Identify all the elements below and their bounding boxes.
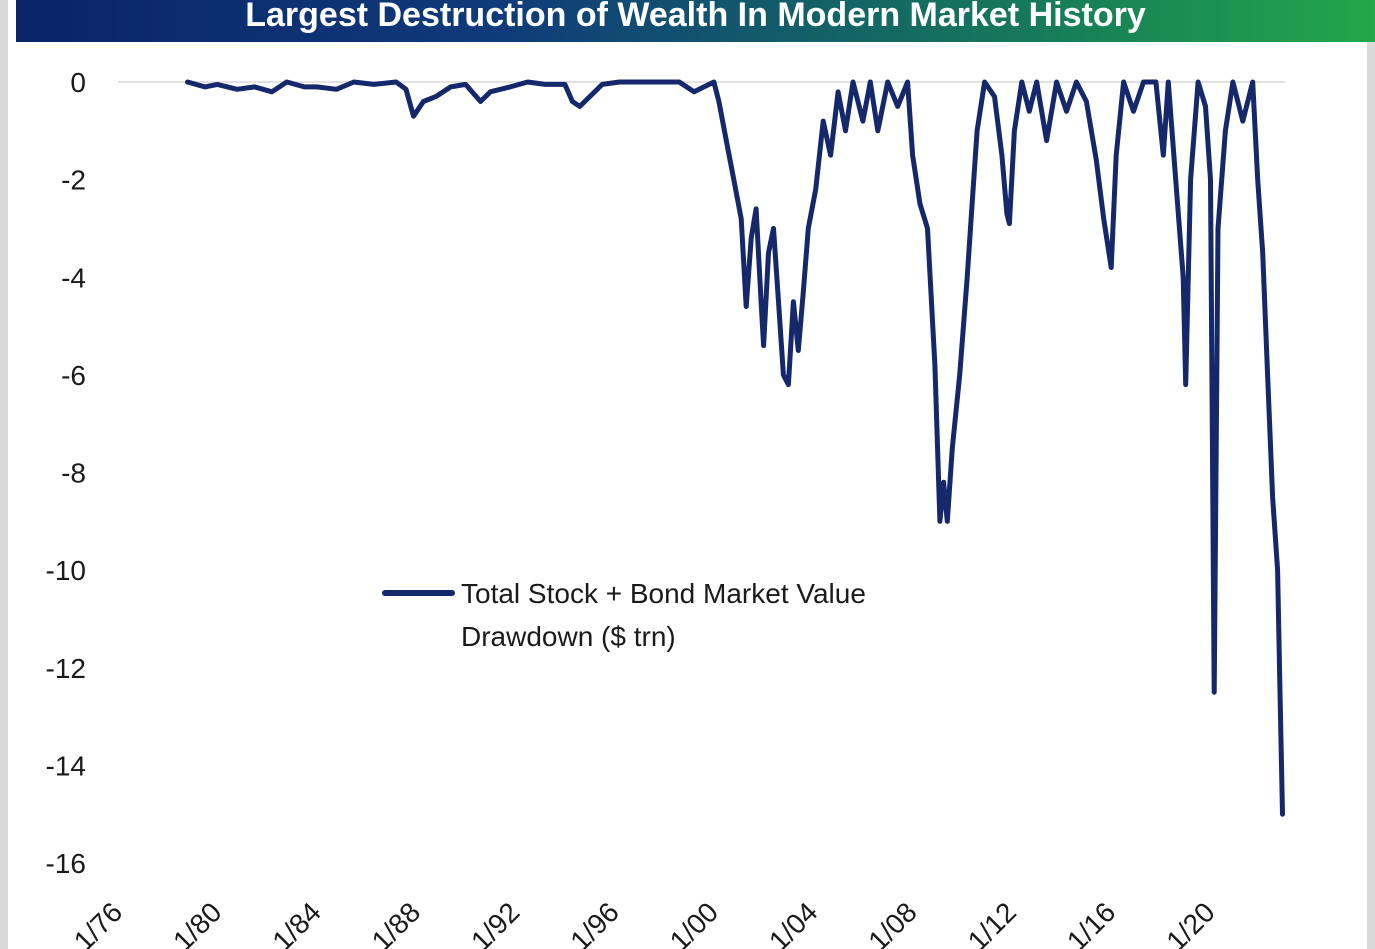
- y-tick-label: 0: [70, 67, 86, 98]
- chart-title: Largest Destruction of Wealth In Modern …: [16, 0, 1375, 42]
- y-tick-label: -16: [46, 848, 86, 879]
- x-tick-label: 1/76: [68, 896, 128, 949]
- x-tick-label: 1/92: [465, 896, 525, 949]
- x-tick-label: 1/04: [763, 896, 823, 949]
- x-tick-label: 1/00: [664, 896, 724, 949]
- y-tick-label: -14: [46, 750, 86, 781]
- y-tick-label: -4: [61, 262, 86, 293]
- y-tick-label: -8: [61, 458, 86, 489]
- y-tick-label: -12: [46, 653, 86, 684]
- x-tick-label: 1/80: [167, 896, 227, 949]
- x-tick-label: 1/12: [962, 896, 1022, 949]
- x-tick-label: 1/08: [862, 896, 922, 949]
- x-tick-label: 1/88: [366, 896, 426, 949]
- series-line: [185, 79, 1285, 817]
- y-tick-label: -6: [61, 360, 86, 391]
- x-tick-label: 1/20: [1160, 896, 1220, 949]
- x-tick-label: 1/16: [1061, 896, 1121, 949]
- x-tick-label: 1/96: [564, 896, 624, 949]
- chart-legend: Total Stock + Bond Market Value Drawdown …: [382, 578, 866, 652]
- y-tick-label: -10: [46, 555, 86, 586]
- y-tick-label: -2: [61, 165, 86, 196]
- chart-series: [185, 79, 1285, 817]
- legend-label: Total Stock + Bond Market Value Drawdown …: [461, 578, 866, 652]
- x-tick-label: 1/84: [266, 896, 326, 949]
